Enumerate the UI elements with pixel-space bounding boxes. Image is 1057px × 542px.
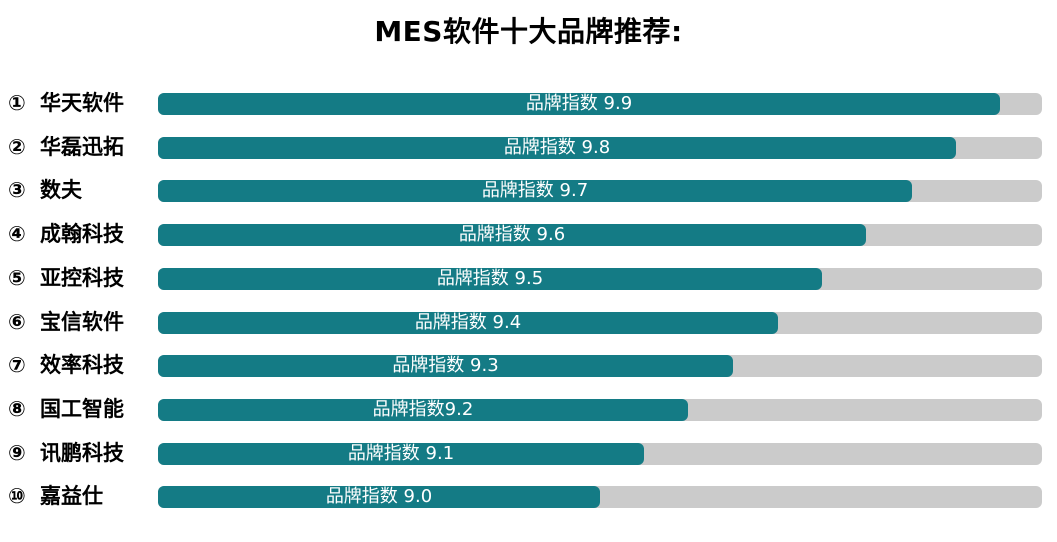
bar: [158, 399, 688, 421]
category-label: ③ 数夫: [8, 175, 153, 205]
category-label: ② 华磊迅拓: [8, 132, 153, 162]
rank-number: ⑤: [8, 266, 26, 290]
rank-number: ⑥: [8, 310, 26, 334]
brand-name: 讯鹏科技: [40, 441, 124, 465]
brand-name: 宝信软件: [40, 310, 124, 334]
data-label: 品牌指数 9.5: [436, 268, 544, 289]
brand-name: 华天软件: [40, 91, 124, 115]
category-label: ④ 成翰科技: [8, 219, 153, 249]
bar: [158, 93, 1000, 115]
rank-number: ④: [8, 222, 26, 246]
bar: [158, 486, 600, 508]
brand-name: 嘉益仕: [40, 484, 103, 508]
bar: [158, 224, 866, 246]
rank-number: ③: [8, 178, 26, 202]
data-label: 品牌指数9.2: [372, 399, 474, 420]
data-label: 品牌指数 9.4: [414, 312, 522, 333]
brand-name: 国工智能: [40, 397, 124, 421]
data-label: 品牌指数 9.9: [525, 93, 633, 114]
chart-title: MES软件十大品牌推荐:: [374, 15, 683, 48]
category-label: ⑦ 效率科技: [8, 350, 153, 380]
category-label: ⑨ 讯鹏科技: [8, 438, 153, 468]
rank-number: ②: [8, 135, 26, 159]
rank-number: ⑩: [8, 484, 26, 508]
data-label: 品牌指数 9.0: [325, 486, 433, 507]
category-label: ⑩ 嘉益仕: [8, 481, 153, 511]
category-label: ① 华天软件: [8, 88, 153, 118]
brand-name: 成翰科技: [40, 222, 124, 246]
category-label: ⑥ 宝信软件: [8, 307, 153, 337]
bar: [158, 355, 733, 377]
data-label: 品牌指数 9.1: [347, 443, 455, 464]
data-label: 品牌指数 9.8: [503, 137, 611, 158]
data-label: 品牌指数 9.7: [481, 180, 589, 201]
brand-name: 华磊迅拓: [40, 135, 124, 159]
rank-number: ①: [8, 91, 26, 115]
rank-number: ⑨: [8, 441, 26, 465]
category-label: ⑧ 国工智能: [8, 394, 153, 424]
data-label: 品牌指数 9.6: [458, 224, 566, 245]
rank-number: ⑦: [8, 353, 26, 377]
category-label: ⑤ 亚控科技: [8, 263, 153, 293]
bar: [158, 443, 644, 465]
brand-name: 亚控科技: [40, 266, 124, 290]
bar: [158, 312, 778, 334]
bar: [158, 137, 956, 159]
brand-name: 效率科技: [40, 353, 124, 377]
data-label: 品牌指数 9.3: [392, 355, 499, 376]
bar: [158, 180, 912, 202]
rank-number: ⑧: [8, 397, 26, 421]
brand-name: 数夫: [40, 178, 82, 202]
bar: [158, 268, 822, 290]
